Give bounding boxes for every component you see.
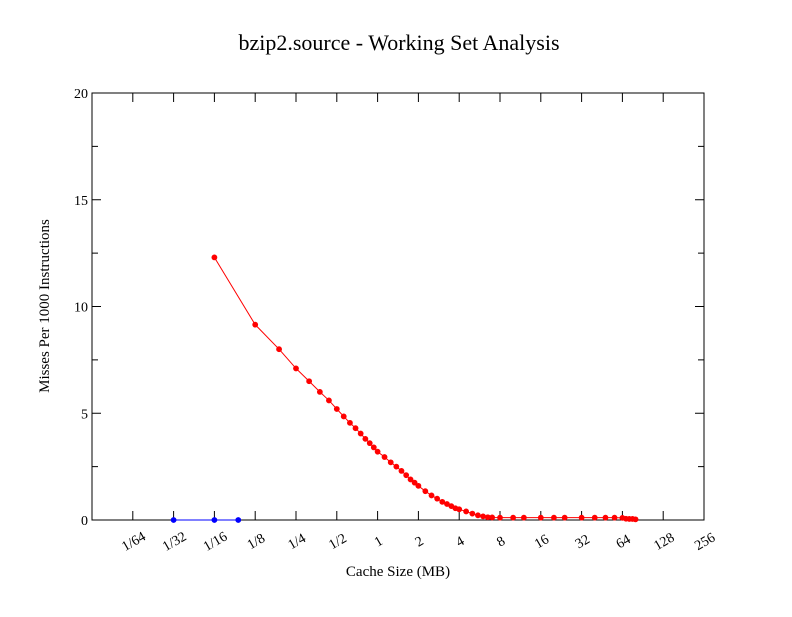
data-point xyxy=(415,482,422,489)
data-point xyxy=(362,435,369,442)
data-point xyxy=(602,514,609,521)
data-point xyxy=(374,448,381,455)
data-point xyxy=(306,378,313,385)
data-point xyxy=(333,406,340,412)
data-point xyxy=(489,514,496,521)
y-tick-label: 0 xyxy=(81,514,88,529)
data-point xyxy=(393,463,400,470)
data-point xyxy=(387,459,394,466)
data-point xyxy=(403,472,410,479)
x-axis-label: Cache Size (MB) xyxy=(346,564,450,580)
data-point xyxy=(235,517,242,523)
x-tick-label: 1/8 xyxy=(245,531,268,553)
data-point xyxy=(352,425,359,432)
data-point xyxy=(357,430,364,437)
data-point xyxy=(439,498,446,505)
data-point xyxy=(381,454,388,460)
x-tick-label: 8 xyxy=(494,534,508,550)
data-point xyxy=(316,388,323,395)
data-point xyxy=(211,254,218,261)
data-point xyxy=(475,512,481,519)
data-point xyxy=(463,508,470,515)
data-point xyxy=(456,506,463,513)
series-layer xyxy=(170,254,639,523)
data-point xyxy=(434,495,441,502)
x-tick-label: 1/4 xyxy=(286,531,309,553)
data-point xyxy=(537,514,544,521)
data-point xyxy=(411,479,418,486)
data-point xyxy=(551,514,557,521)
series-0 xyxy=(211,254,639,523)
data-point xyxy=(510,514,517,521)
data-point xyxy=(211,517,218,523)
x-tick-label: 1 xyxy=(372,534,386,550)
data-point xyxy=(407,476,414,483)
y-axis-label: Misses Per 1000 Instructions xyxy=(37,219,53,393)
plot-axes: 1/64 1/32 1/16 1/8 1/4 1/2 1 2 4 8 16 32 64 128 256 0 5 1… xyxy=(74,87,718,555)
data-point xyxy=(170,517,177,523)
y-tick-label: 5 xyxy=(81,407,88,422)
x-tick-label: 2 xyxy=(413,534,427,550)
data-point xyxy=(520,514,527,521)
plot-frame xyxy=(91,92,705,521)
data-point xyxy=(293,365,299,372)
series-line xyxy=(213,257,636,520)
x-tick-label: 16 xyxy=(532,532,552,552)
data-point xyxy=(591,514,598,521)
x-tick-label: 1/32 xyxy=(160,529,189,554)
data-point xyxy=(252,321,259,328)
y-tick-label: 10 xyxy=(74,301,88,316)
y-tick-label: 20 xyxy=(74,87,88,102)
data-point xyxy=(340,413,347,420)
data-point xyxy=(428,492,435,499)
x-tick-label: 1/2 xyxy=(327,531,350,553)
data-point xyxy=(422,488,429,495)
data-point xyxy=(480,513,486,520)
chart-title: bzip2.source - Working Set Analysis xyxy=(238,30,559,55)
x-tick-label: 1/64 xyxy=(120,529,149,554)
y-tick-label: 15 xyxy=(74,194,88,209)
data-point xyxy=(276,346,282,353)
x-tick-label: 128 xyxy=(652,530,678,553)
series-1 xyxy=(170,517,242,523)
data-point xyxy=(366,440,373,447)
x-tick-label: 4 xyxy=(454,534,468,550)
data-point xyxy=(611,514,618,521)
x-tick-label: 1/16 xyxy=(201,529,230,554)
data-point xyxy=(398,467,405,474)
x-tick-label: 32 xyxy=(573,532,593,552)
data-point xyxy=(469,510,476,517)
data-point xyxy=(347,419,353,426)
data-point xyxy=(497,514,503,521)
data-point xyxy=(632,516,639,523)
data-point xyxy=(326,397,332,404)
data-point xyxy=(561,514,568,521)
data-point xyxy=(370,444,377,451)
data-point xyxy=(578,514,585,521)
x-tick-label: 256 xyxy=(692,530,718,553)
x-tick-label: 64 xyxy=(614,532,634,552)
